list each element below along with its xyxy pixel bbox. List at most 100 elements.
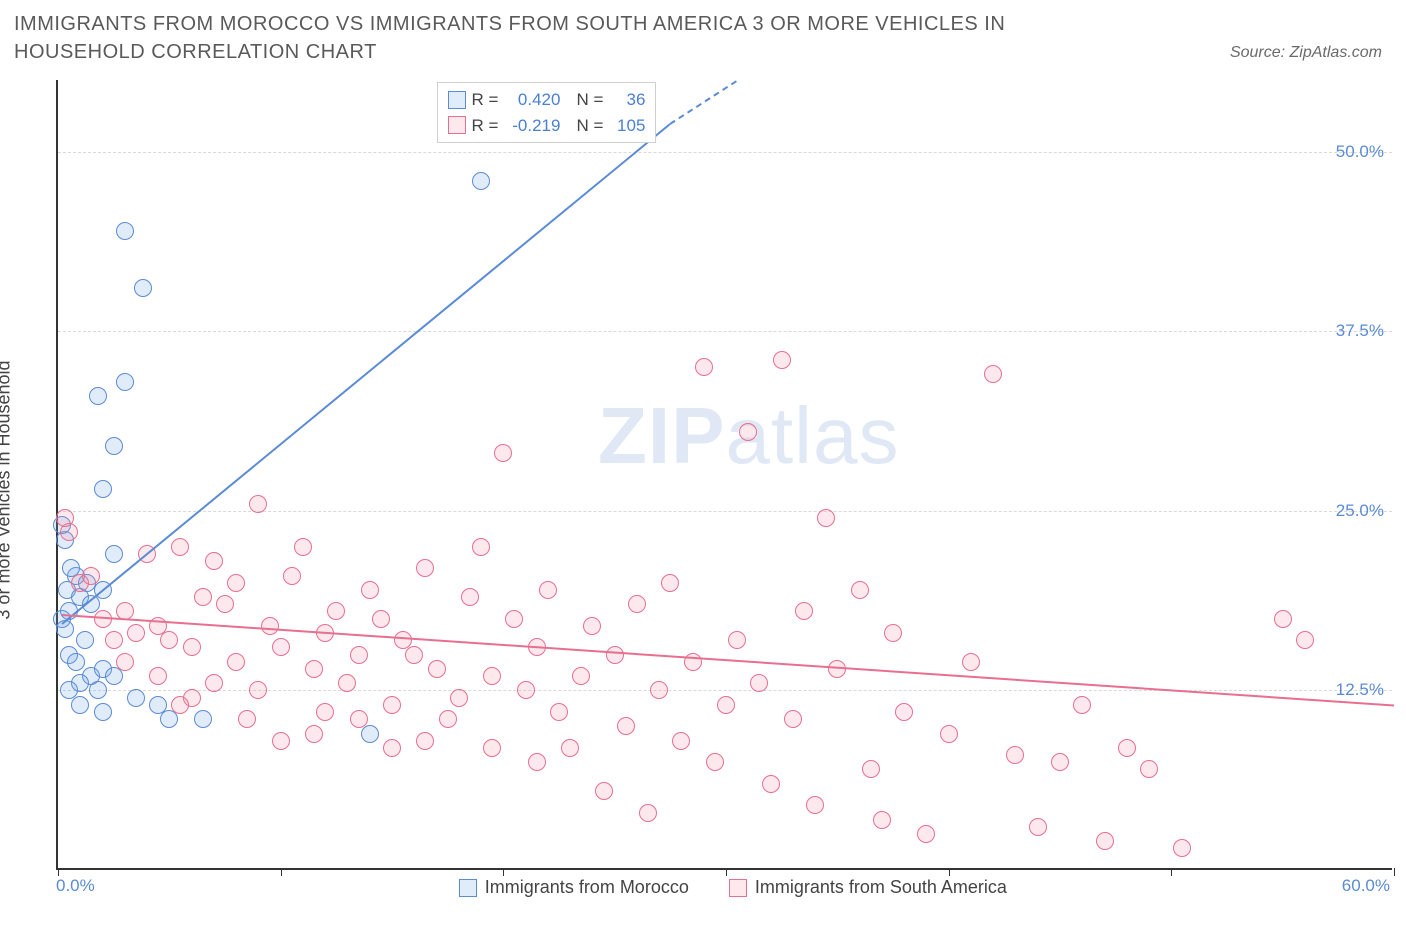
data-point <box>851 581 869 599</box>
r-value: 0.420 <box>504 87 560 113</box>
data-point <box>94 703 112 721</box>
data-point <box>89 387 107 405</box>
data-point <box>60 681 78 699</box>
trend-line <box>670 80 738 125</box>
data-point <box>227 653 245 671</box>
x-tick <box>503 868 504 876</box>
gridline <box>58 331 1392 332</box>
y-axis-label: 3 or more Vehicles in Household <box>0 360 15 619</box>
x-tick <box>281 868 282 876</box>
data-point <box>517 681 535 699</box>
x-tick <box>726 868 727 876</box>
data-point <box>695 358 713 376</box>
data-point <box>249 681 267 699</box>
data-point <box>728 631 746 649</box>
x-tick-label: 60.0% <box>1342 876 1390 896</box>
data-point <box>1051 753 1069 771</box>
trend-line <box>62 123 671 624</box>
data-point <box>134 279 152 297</box>
data-point <box>405 646 423 664</box>
data-point <box>606 646 624 664</box>
data-point <box>472 172 490 190</box>
n-label: N = <box>576 87 603 113</box>
data-point <box>672 732 690 750</box>
data-point <box>639 804 657 822</box>
data-point <box>105 545 123 563</box>
legend-swatch <box>448 116 466 134</box>
data-point <box>76 631 94 649</box>
data-point <box>940 725 958 743</box>
x-tick <box>1394 868 1395 876</box>
data-point <box>806 796 824 814</box>
data-point <box>116 373 134 391</box>
data-point <box>817 509 835 527</box>
data-point <box>917 825 935 843</box>
chart-title: IMMIGRANTS FROM MOROCCO VS IMMIGRANTS FR… <box>14 10 1134 66</box>
data-point <box>338 674 356 692</box>
data-point <box>539 581 557 599</box>
n-label: N = <box>576 113 603 139</box>
data-point <box>67 653 85 671</box>
data-point <box>450 689 468 707</box>
x-tick <box>949 868 950 876</box>
data-point <box>71 696 89 714</box>
legend-swatch <box>729 879 747 897</box>
data-point <box>1118 739 1136 757</box>
data-point <box>294 538 312 556</box>
data-point <box>82 567 100 585</box>
data-point <box>862 760 880 778</box>
data-point <box>56 509 74 527</box>
data-point <box>428 660 446 678</box>
n-value: 105 <box>609 113 645 139</box>
legend-label: Immigrants from Morocco <box>485 877 689 898</box>
data-point <box>561 739 579 757</box>
data-point <box>116 222 134 240</box>
data-point <box>661 574 679 592</box>
data-point <box>762 775 780 793</box>
data-point <box>261 617 279 635</box>
data-point <box>628 595 646 613</box>
data-point <box>89 681 107 699</box>
plot-area: ZIPatlas 12.5%25.0%37.5%50.0%0.0%60.0%R … <box>56 80 1392 870</box>
data-point <box>583 617 601 635</box>
data-point <box>227 574 245 592</box>
data-point <box>706 753 724 771</box>
y-tick-label: 25.0% <box>1336 501 1384 521</box>
data-point <box>194 588 212 606</box>
source-attribution: Source: ZipAtlas.com <box>1230 44 1382 62</box>
data-point <box>483 667 501 685</box>
data-point <box>205 674 223 692</box>
data-point <box>494 444 512 462</box>
data-point <box>160 631 178 649</box>
data-point <box>105 631 123 649</box>
data-point <box>205 552 223 570</box>
data-point <box>361 725 379 743</box>
data-point <box>194 710 212 728</box>
data-point <box>383 696 401 714</box>
legend-item: Immigrants from South America <box>729 877 1007 898</box>
data-point <box>94 480 112 498</box>
r-label: R = <box>472 87 499 113</box>
data-point <box>171 696 189 714</box>
data-point <box>272 732 290 750</box>
data-point <box>283 567 301 585</box>
data-point <box>350 646 368 664</box>
data-point <box>550 703 568 721</box>
legend-swatch <box>448 91 466 109</box>
data-point <box>105 437 123 455</box>
data-point <box>684 653 702 671</box>
data-point <box>216 595 234 613</box>
data-point <box>984 365 1002 383</box>
legend-label: Immigrants from South America <box>755 877 1007 898</box>
data-point <box>483 739 501 757</box>
data-point <box>1096 832 1114 850</box>
correlation-row: R =-0.219N =105 <box>448 113 646 139</box>
x-tick-label: 0.0% <box>56 876 95 896</box>
data-point <box>962 653 980 671</box>
data-point <box>461 588 479 606</box>
n-value: 36 <box>609 87 645 113</box>
data-point <box>127 624 145 642</box>
data-point <box>773 351 791 369</box>
data-point <box>383 739 401 757</box>
data-point <box>528 753 546 771</box>
